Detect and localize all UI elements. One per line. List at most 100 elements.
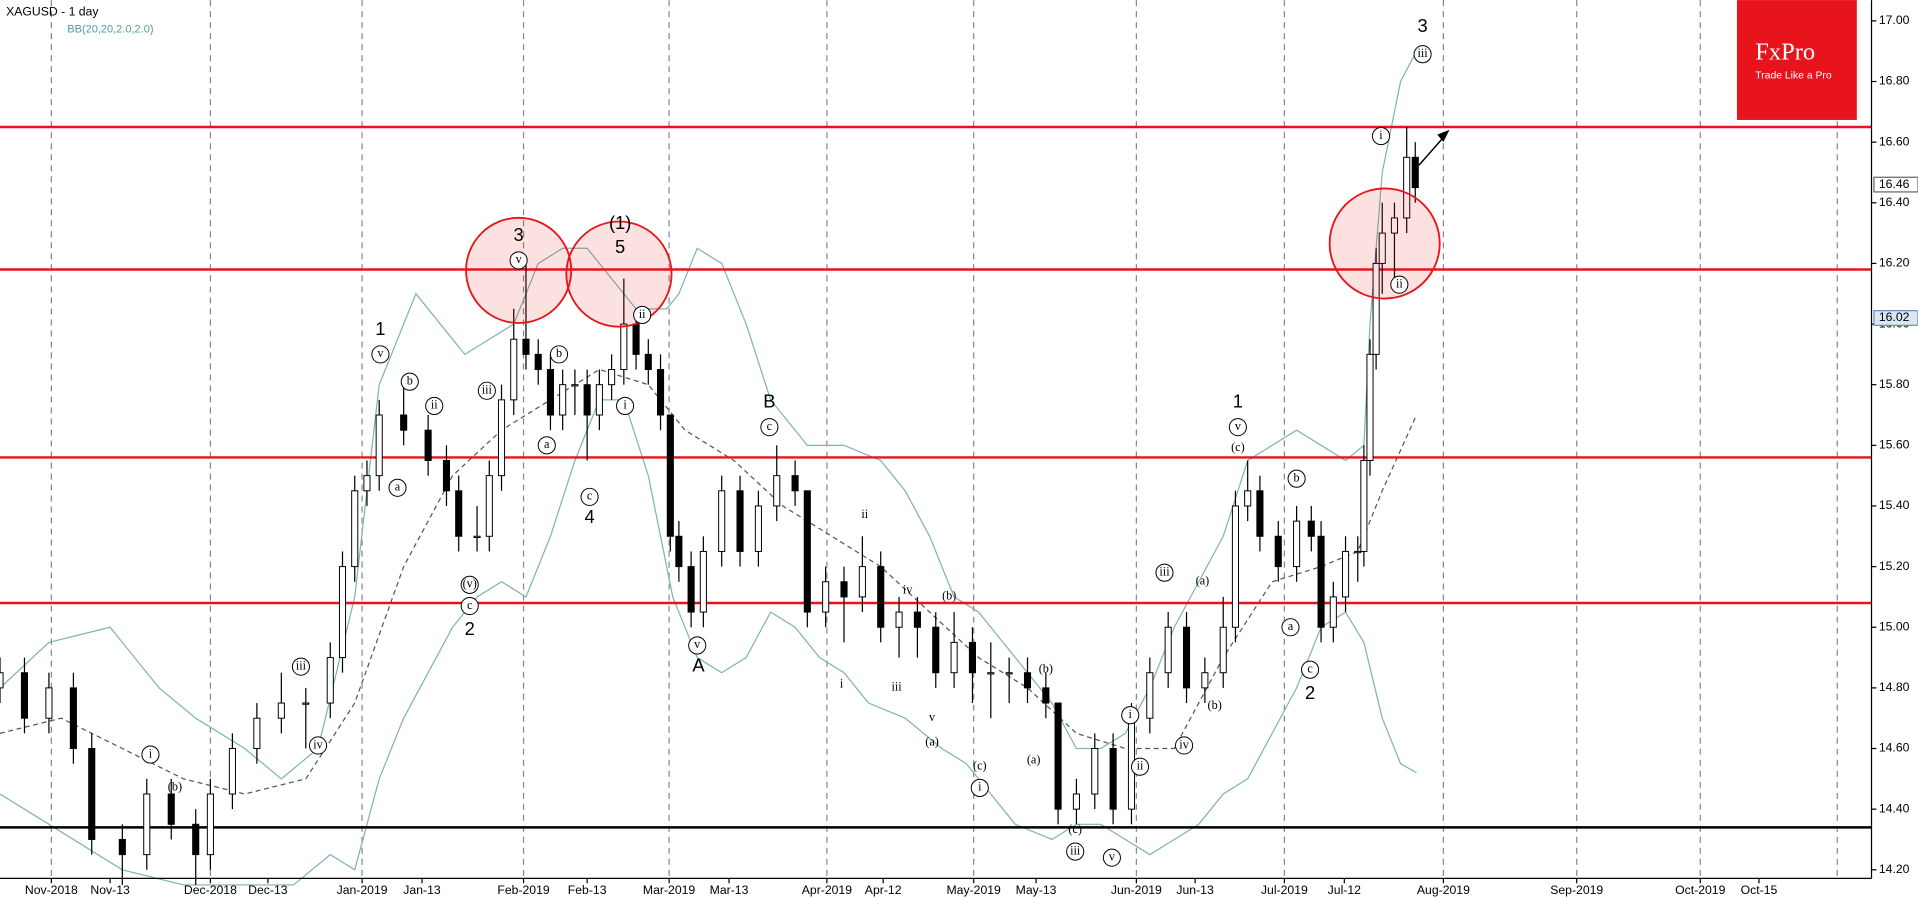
candle-body (1317, 535, 1325, 628)
candle-body (1341, 550, 1350, 598)
candle-body (699, 550, 707, 613)
wave-label: ii (639, 307, 646, 321)
label-circle (1281, 618, 1300, 637)
candle-body (143, 793, 151, 856)
candle-body (1219, 626, 1227, 674)
wave-label: b (1294, 470, 1300, 484)
candle-body (277, 702, 285, 719)
wave-label: iii (1159, 564, 1170, 578)
wave-label: i (623, 398, 627, 412)
wave-label: c (1307, 661, 1313, 675)
wave-label: (c) (973, 759, 987, 773)
candle-body (595, 384, 603, 416)
wave-label: v (694, 637, 701, 651)
label-circle (460, 596, 479, 616)
y-tick-label: 15.40 (1879, 498, 1910, 512)
candle-body (1274, 535, 1282, 568)
label-circle (477, 381, 496, 400)
wave-label: (a) (1027, 752, 1041, 766)
y-tick-label: 16.20 (1879, 256, 1910, 270)
candle-body (1403, 156, 1411, 219)
x-tick-label: Jul-12 (1328, 883, 1361, 897)
wave-label: iii (296, 658, 307, 672)
x-tick-label: May-13 (1016, 883, 1057, 897)
candle-body (1201, 672, 1209, 689)
candle-body (351, 490, 359, 568)
candle-body (534, 353, 542, 371)
candle-body (656, 369, 665, 416)
x-tick-label: Dec-13 (248, 883, 288, 897)
y-tick-label: 14.40 (1879, 801, 1910, 815)
x-tick-label: Sep-2019 (1550, 883, 1603, 897)
wave-label: (b) (942, 589, 956, 603)
wave-label: (1) (609, 212, 631, 233)
candle-body (1244, 490, 1252, 507)
candle-body (620, 323, 628, 371)
y-tick-label: 14.20 (1879, 862, 1910, 876)
candle-body (666, 414, 674, 537)
candle-body (877, 566, 885, 628)
candle-body (326, 657, 334, 704)
trend-arrow (1418, 134, 1447, 166)
candle-body (192, 823, 200, 856)
candle-body (338, 566, 347, 659)
grid-layer (50, 0, 1838, 879)
wave-label: 1 (375, 318, 385, 339)
candle-body (644, 353, 652, 371)
candle-body (1256, 490, 1264, 537)
wave-label: v (516, 252, 523, 266)
candle-body (754, 505, 762, 552)
candle-body (206, 793, 214, 856)
y-tick-label: 16.40 (1879, 195, 1910, 209)
label-circle (580, 487, 599, 506)
bollinger-band (0, 368, 1418, 795)
x-tick-label: Dec-2018 (184, 883, 237, 897)
label-circle (1102, 848, 1121, 867)
wave-label: b (407, 373, 413, 387)
candle-body (932, 626, 940, 674)
candle-body (485, 475, 493, 537)
y-tick-label: 16.80 (1879, 74, 1910, 88)
candle-body (1054, 702, 1062, 810)
bollinger-band (0, 399, 1417, 886)
highlight-circle (565, 220, 673, 328)
label-circle (1175, 736, 1194, 755)
candle-body (791, 475, 799, 492)
candle-body (424, 429, 432, 461)
wave-label: 5 (615, 236, 625, 257)
chart-title: XAGUSD - 1 day (6, 5, 99, 19)
wave-label: b (556, 346, 562, 360)
candle-body (1293, 520, 1301, 568)
x-tick-label: Jun-13 (1176, 883, 1214, 897)
candle-body (167, 793, 175, 825)
x-tick-label: Jan-13 (403, 883, 441, 897)
label-circle (970, 778, 989, 797)
wave-label: (a) (925, 734, 939, 748)
candle-body (773, 475, 781, 507)
wave-label: v (929, 710, 936, 724)
x-tick-label: Feb-13 (568, 883, 607, 897)
candle-body (1411, 156, 1419, 189)
indicator-label: BB(20,20,2.0,2.0) (67, 23, 153, 35)
candle-body (473, 535, 481, 538)
wave-label: iii (1070, 843, 1081, 857)
label-circle (1371, 127, 1391, 146)
wave-label: 3 (514, 224, 524, 245)
label-circle (371, 345, 390, 364)
candle-body (675, 535, 683, 568)
candle-body (1372, 262, 1380, 355)
x-tick-label: Jun-2019 (1111, 883, 1162, 897)
candle-body (302, 702, 310, 705)
wave-label: (b) (1039, 661, 1053, 675)
label-circle (509, 251, 528, 270)
candle-body (608, 369, 616, 386)
x-tick-label: Feb-2019 (497, 883, 550, 897)
label-circle (1301, 660, 1320, 679)
candle-body (228, 748, 236, 795)
candle-body (736, 490, 744, 552)
arrow-head (1437, 129, 1450, 142)
candle-body (253, 717, 261, 750)
logo-name: FxPro (1755, 39, 1815, 66)
